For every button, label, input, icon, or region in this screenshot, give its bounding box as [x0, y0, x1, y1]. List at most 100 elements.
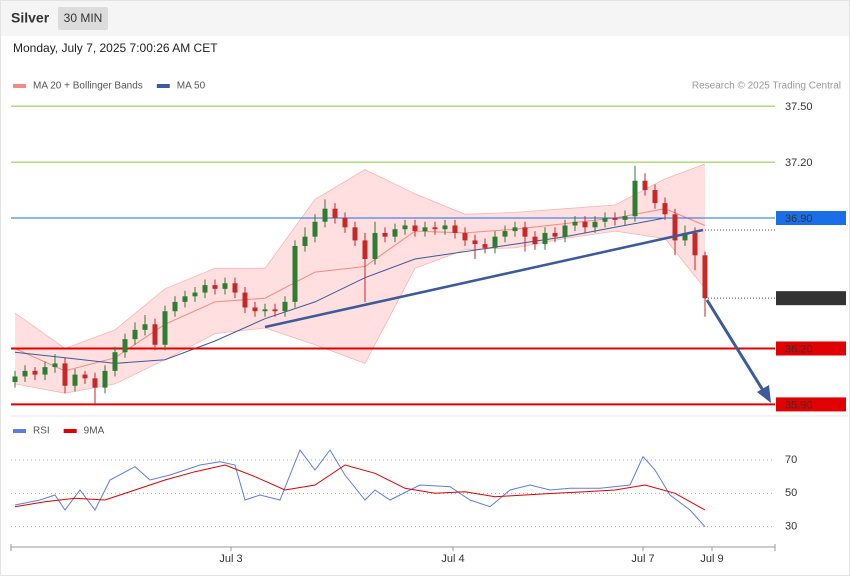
candle-body: [442, 225, 448, 230]
candle-body: [642, 180, 648, 191]
candle-body: [102, 370, 108, 388]
candle-body: [592, 221, 598, 228]
candle-body: [532, 236, 538, 245]
level-box: [776, 291, 846, 306]
candle-body: [572, 221, 578, 226]
plot: MA 20 + Bollinger Bands MA 50 37.50 37.20 36…: [11, 81, 846, 565]
candle-body: [562, 225, 568, 237]
y-tick-label: 70: [785, 454, 797, 466]
candle-body: [452, 225, 458, 233]
legend-label: 9MA: [84, 426, 105, 437]
candle-body: [12, 376, 18, 383]
level-box: [776, 341, 846, 356]
legend-label: MA 20 + Bollinger Bands: [33, 81, 143, 92]
candle-body: [462, 232, 468, 241]
candle-body: [172, 301, 178, 312]
y-tick-label: 50: [785, 487, 797, 499]
x-tick-label: Jul 9: [700, 553, 723, 565]
legend-swatch: [13, 84, 26, 88]
candle-body: [282, 301, 288, 312]
title: Silver: [11, 10, 50, 26]
candle-body: [322, 208, 328, 222]
candle-body: [52, 363, 58, 368]
interval-box[interactable]: [58, 7, 108, 30]
candle-body: [612, 218, 618, 220]
candle-body: [352, 227, 358, 241]
candle-body: [182, 296, 188, 302]
legend-swatch: [63, 429, 77, 433]
x-tick-label: Jul 4: [441, 553, 464, 565]
x-tick-label: Jul 3: [219, 553, 242, 565]
level-box: [776, 211, 846, 226]
candle-body: [232, 283, 238, 293]
candle-body: [492, 236, 498, 248]
arrow-head: [757, 385, 771, 403]
bollinger-fill: [15, 163, 705, 394]
candle-body: [622, 216, 628, 220]
candle-body: [682, 232, 688, 241]
indicator-line: [14, 448, 706, 528]
candle-body: [372, 232, 378, 260]
candle-body: [522, 227, 528, 237]
candle-body: [692, 232, 698, 256]
candle-body: [392, 229, 398, 237]
legend-label: MA 50: [177, 81, 206, 92]
candle-body: [702, 255, 708, 299]
candle-body: [262, 309, 268, 312]
candle-body: [242, 292, 248, 308]
candle-body: [252, 307, 258, 312]
level-box: [776, 397, 846, 412]
candle-body: [632, 180, 638, 217]
candle-body: [72, 374, 78, 386]
candle-body: [92, 378, 98, 388]
y-tick-label: 30: [785, 521, 797, 533]
candle-body: [122, 339, 128, 353]
legend-swatch: [13, 429, 26, 433]
level-label: 36.20: [785, 343, 813, 355]
candle-body: [132, 329, 138, 340]
candle-body: [192, 292, 198, 297]
candle-body: [312, 221, 318, 237]
level-label: 37.20: [785, 157, 813, 169]
candle-body: [512, 227, 518, 232]
candle-body: [482, 244, 488, 248]
level-label: 37.50: [785, 101, 813, 113]
candle-body: [142, 324, 148, 330]
header-bar: [1, 1, 849, 36]
candle-body: [302, 236, 308, 246]
candle-body: [382, 232, 388, 237]
candle-body: [42, 367, 48, 375]
candle-body: [362, 240, 368, 260]
candle-body: [342, 218, 348, 228]
bollinger-lower: [14, 230, 706, 394]
legend-label: RSI: [33, 426, 50, 437]
candle-body: [22, 370, 28, 377]
candle-body: [542, 232, 548, 245]
candle-body: [582, 221, 588, 228]
candle-body: [662, 203, 668, 215]
candle-body: [202, 285, 208, 293]
level-label: 35.90: [785, 399, 813, 411]
x-tick-label: Jul 7: [631, 553, 654, 565]
candle-body: [502, 231, 508, 237]
candle-body: [62, 363, 68, 386]
candle-body: [672, 214, 678, 241]
interval[interactable]: 30 MIN: [64, 11, 103, 25]
candle-body: [212, 285, 218, 289]
candle-body: [162, 311, 168, 345]
timestamp: Monday, July 7, 2025 7:00:26 AM CET: [13, 41, 218, 55]
candle-body: [472, 240, 478, 245]
candle-body: [32, 370, 38, 375]
candle-body: [432, 227, 438, 230]
level-label: 36.90: [785, 213, 813, 225]
bollinger-upper: [14, 163, 706, 349]
candle-body: [82, 374, 88, 379]
candle-body: [602, 218, 608, 222]
trendline: [264, 228, 704, 329]
annotations: [264, 228, 775, 403]
forecast-arrow: [705, 299, 766, 393]
candle-body: [222, 283, 228, 289]
candle-body: [112, 352, 118, 371]
